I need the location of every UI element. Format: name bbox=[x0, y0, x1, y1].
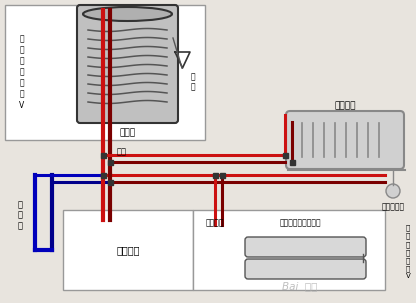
Text: 热水箱: 热水箱 bbox=[119, 128, 136, 137]
Bar bbox=[5, 5, 205, 140]
FancyBboxPatch shape bbox=[245, 259, 366, 279]
Bar bbox=[107, 159, 112, 165]
FancyBboxPatch shape bbox=[245, 237, 366, 257]
Bar bbox=[193, 210, 385, 290]
Text: 风机盘管: 风机盘管 bbox=[334, 101, 356, 110]
Bar bbox=[101, 172, 106, 178]
Bar bbox=[101, 152, 106, 158]
FancyBboxPatch shape bbox=[77, 5, 178, 123]
Text: 室内温控器: 室内温控器 bbox=[381, 202, 405, 211]
Bar bbox=[213, 172, 218, 178]
Circle shape bbox=[386, 184, 400, 198]
Bar bbox=[282, 152, 287, 158]
Text: 去
地
下: 去 地 下 bbox=[17, 200, 22, 230]
Text: 保温热强辐射地采暖: 保温热强辐射地采暖 bbox=[279, 218, 321, 227]
Bar bbox=[220, 172, 225, 178]
Text: 阀门: 阀门 bbox=[117, 148, 127, 157]
Text: 集分水器: 集分水器 bbox=[206, 218, 224, 227]
Bar bbox=[107, 179, 112, 185]
Bar bbox=[290, 159, 295, 165]
Text: Bai  经验: Bai 经验 bbox=[282, 281, 318, 291]
Text: 溶
溶: 溶 溶 bbox=[191, 72, 196, 92]
FancyBboxPatch shape bbox=[286, 111, 404, 169]
Ellipse shape bbox=[83, 7, 172, 21]
Text: 地
暖
可
变
流
量
V: 地 暖 可 变 流 量 V bbox=[406, 225, 410, 279]
Bar bbox=[63, 210, 193, 290]
Text: 热泵机组: 热泵机组 bbox=[116, 245, 140, 255]
Text: 生
活
热
水
系
统
V: 生 活 热 水 系 统 V bbox=[20, 34, 25, 110]
